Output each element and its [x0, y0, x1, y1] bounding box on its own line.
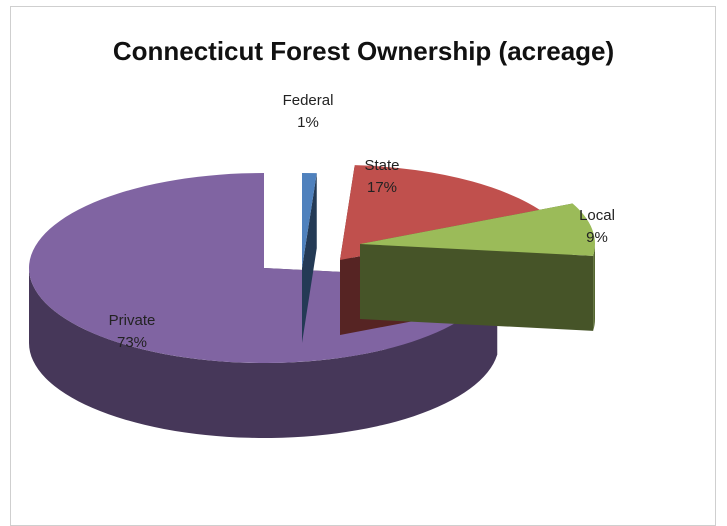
chart-title: Connecticut Forest Ownership (acreage) [112, 36, 615, 66]
pie-slice-wall [593, 244, 595, 331]
slice-value-private: 73% [117, 334, 147, 351]
pie-slice-side-face [360, 244, 594, 331]
pie-slice-wall [29, 268, 498, 438]
pie-slice-top [340, 165, 553, 260]
pie-slice-side-face [302, 173, 317, 343]
pie-slice-local [360, 203, 596, 331]
slice-value-local: 9% [586, 229, 608, 246]
pie-slice-federal [302, 173, 317, 343]
slice-label-private: Private [109, 312, 156, 329]
pie-chart: Federal 1% State 17% Local 9% Private 73% [28, 92, 615, 438]
pie-slice-top [360, 203, 596, 256]
pie-slice-top [302, 173, 317, 268]
slice-label-federal: Federal [283, 92, 334, 109]
slice-label-local: Local [579, 207, 615, 224]
slice-value-state: 17% [367, 179, 397, 196]
slice-label-state: State [364, 157, 399, 174]
slice-value-federal: 1% [297, 114, 319, 131]
